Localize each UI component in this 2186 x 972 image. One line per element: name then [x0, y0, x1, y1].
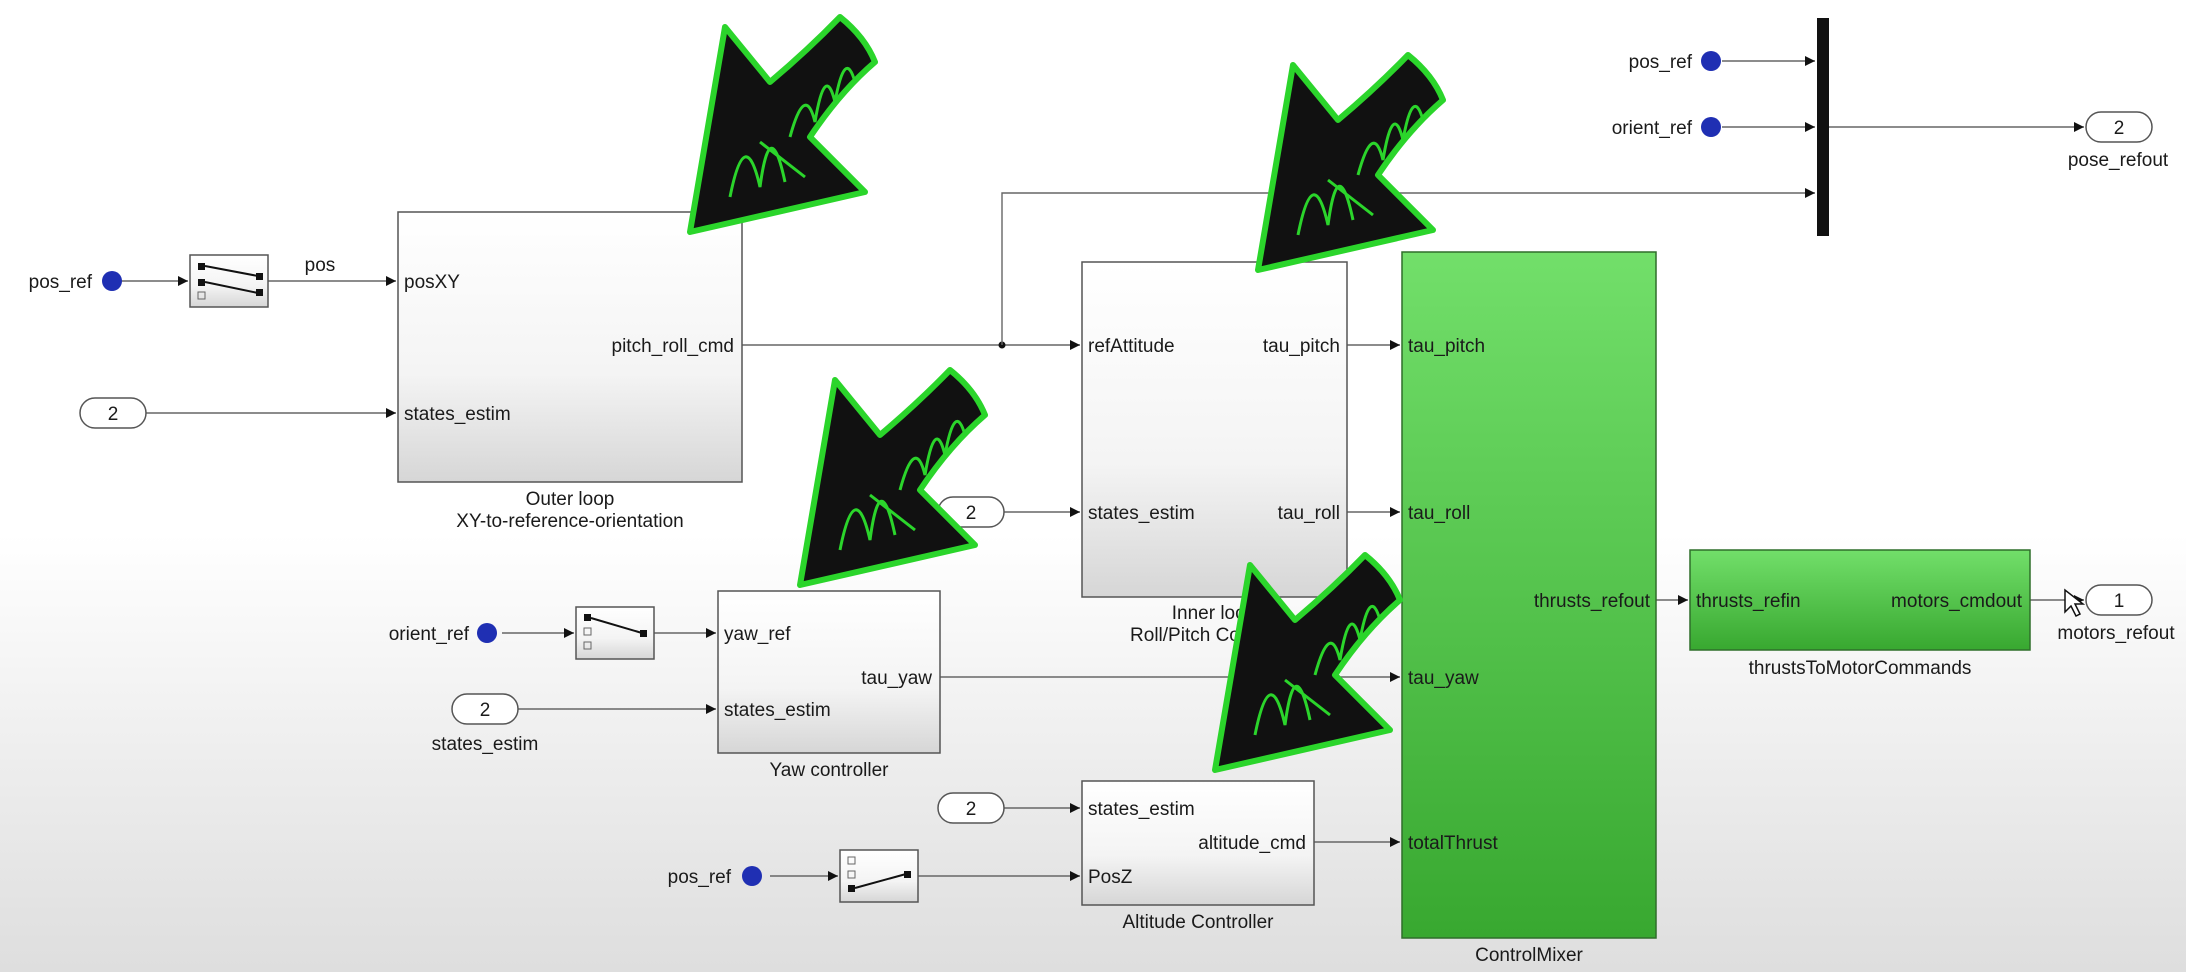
block-caption: Yaw controller	[770, 760, 890, 781]
selector-block-yaw[interactable]	[575, 606, 655, 660]
inport-yaw[interactable]: 2 states_estim	[432, 693, 539, 755]
goto-label: pos_ref	[29, 272, 93, 293]
selector-icon	[847, 856, 911, 892]
block-caption: Inner loop	[1172, 603, 1257, 624]
port-label: states_estim	[724, 700, 831, 721]
goto-dot-icon	[1701, 117, 1721, 137]
goto-dot-icon	[742, 866, 762, 886]
hand-drawn-arrow-icon	[800, 370, 985, 585]
port-label: thrusts_refout	[1534, 591, 1651, 612]
port-label: thrusts_refin	[1696, 591, 1801, 612]
svg-text:2: 2	[480, 700, 491, 721]
block-thrusts-to-motor[interactable]: thrusts_refin motors_cmdout thrustsToMot…	[1689, 549, 2031, 679]
block-caption: XY-to-reference-orientation	[456, 511, 683, 532]
goto-dot-icon	[477, 623, 497, 643]
outport-pose[interactable]: 2 pose_refout	[2068, 111, 2169, 171]
wire-label-pos: pos	[305, 255, 336, 276]
block-caption: Outer loop	[526, 489, 615, 510]
goto-orient-ref-yaw[interactable]: orient_ref	[389, 623, 497, 645]
port-label: altitude_cmd	[1198, 833, 1306, 854]
port-label: tau_pitch	[1408, 336, 1485, 357]
port-label: yaw_ref	[724, 624, 791, 645]
svg-text:2: 2	[2114, 118, 2125, 139]
selector-block-alt[interactable]	[839, 849, 919, 903]
svg-text:2: 2	[108, 404, 119, 425]
goto-orient-ref-top[interactable]: orient_ref	[1612, 117, 1721, 139]
block-outer-loop[interactable]: posXY states_estim pitch_roll_cmd Outer …	[397, 211, 743, 532]
mouse-cursor-icon	[2064, 588, 2086, 618]
port-label: states_estim	[1088, 503, 1195, 524]
hand-drawn-arrow-icon	[1258, 55, 1443, 270]
block-caption: ControlMixer	[1475, 945, 1583, 966]
port-label: motors_cmdout	[1891, 591, 2023, 612]
port-label: tau_yaw	[1408, 668, 1479, 689]
block-inner-loop[interactable]: refAttitude states_estim tau_pitch tau_r…	[1081, 261, 1348, 646]
goto-dot-icon	[102, 271, 122, 291]
port-label: pitch_roll_cmd	[612, 336, 735, 357]
selector-icon	[583, 614, 647, 650]
block-control-mixer[interactable]: tau_pitch tau_roll tau_yaw totalThrust t…	[1401, 251, 1657, 966]
outport-label: motors_refout	[2057, 623, 2175, 644]
goto-pos-ref-left[interactable]: pos_ref	[29, 271, 122, 293]
port-label: totalThrust	[1408, 833, 1498, 854]
port-label: PosZ	[1088, 867, 1133, 888]
outport-motors[interactable]: 1 motors_refout	[2057, 584, 2175, 644]
port-label: posXY	[404, 272, 460, 293]
goto-label: orient_ref	[389, 624, 470, 645]
goto-dot-icon	[1701, 51, 1721, 71]
goto-pos-ref-top[interactable]: pos_ref	[1629, 51, 1721, 73]
port-label: refAttitude	[1088, 336, 1175, 357]
port-label: states_estim	[404, 404, 511, 425]
svg-text:1: 1	[2114, 591, 2125, 612]
mux-block[interactable]	[1817, 18, 1829, 236]
port-label: tau_roll	[1408, 503, 1470, 524]
goto-pos-ref-bottom[interactable]: pos_ref	[668, 866, 762, 888]
svg-text:2: 2	[966, 799, 977, 820]
goto-label: orient_ref	[1612, 118, 1693, 139]
outport-label: pose_refout	[2068, 150, 2169, 171]
svg-text:2: 2	[966, 503, 977, 524]
block-yaw-controller[interactable]: yaw_ref states_estim tau_yaw Yaw control…	[717, 590, 941, 781]
goto-label: pos_ref	[1629, 52, 1693, 73]
inport-alt[interactable]: 2	[937, 792, 1005, 824]
selector-block-1[interactable]	[189, 254, 269, 308]
port-label: tau_roll	[1278, 503, 1340, 524]
block-caption: thrustsToMotorCommands	[1749, 658, 1972, 679]
port-label: tau_pitch	[1263, 336, 1340, 357]
port-label: tau_yaw	[861, 668, 932, 689]
port-label: states_estim	[1088, 799, 1195, 820]
inport-label: states_estim	[432, 734, 539, 755]
inport-left[interactable]: 2	[79, 397, 147, 429]
block-altitude-controller[interactable]: states_estim PosZ altitude_cmd Altitude …	[1081, 780, 1315, 933]
block-caption: Altitude Controller	[1122, 912, 1274, 933]
selector-icon	[197, 263, 263, 300]
goto-label: pos_ref	[668, 867, 732, 888]
hand-drawn-arrow-icon	[690, 17, 875, 232]
